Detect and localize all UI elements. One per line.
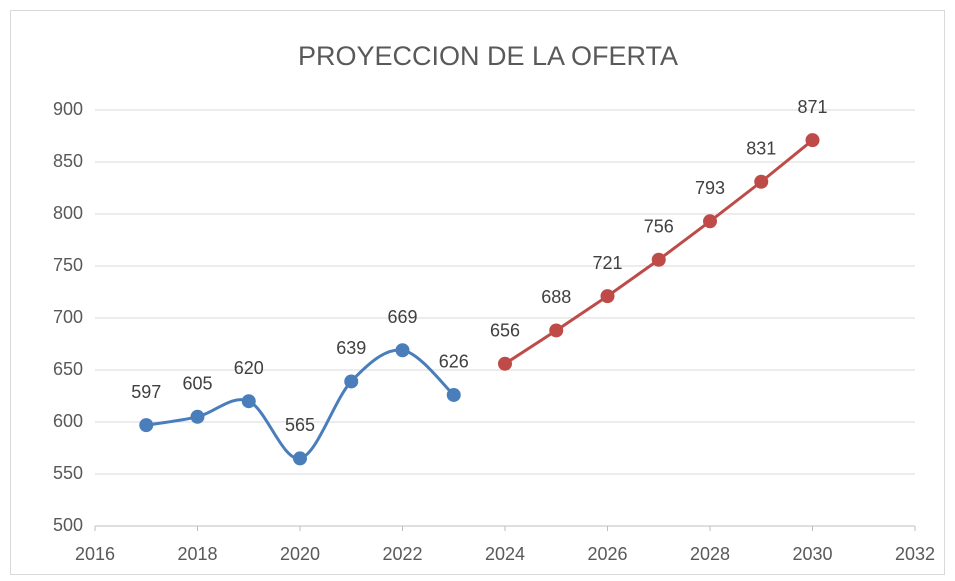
x-tick-label: 2030 (792, 544, 832, 564)
data-label: 656 (490, 321, 520, 341)
y-tick-label: 700 (53, 307, 83, 327)
y-tick-label: 600 (53, 411, 83, 431)
x-tick-label: 2018 (177, 544, 217, 564)
data-point (805, 133, 820, 148)
data-label: 793 (695, 178, 725, 198)
data-label: 871 (797, 97, 827, 117)
data-label: 620 (234, 358, 264, 378)
data-label: 626 (439, 352, 469, 372)
data-label: 605 (182, 374, 212, 394)
data-label: 597 (131, 382, 161, 402)
data-point (241, 394, 256, 409)
data-point (651, 252, 666, 267)
data-label: 831 (746, 139, 776, 159)
data-point (190, 409, 205, 424)
chart-title: PROYECCION DE LA OFERTA (298, 41, 678, 71)
x-tick-label: 2022 (382, 544, 422, 564)
chart-border (10, 10, 945, 575)
x-tick-label: 2026 (587, 544, 627, 564)
y-tick-label: 500 (53, 515, 83, 535)
data-point (498, 356, 512, 371)
data-label: 756 (644, 217, 674, 237)
x-tick-label: 2028 (690, 544, 730, 564)
data-point (395, 343, 410, 358)
y-tick-label: 850 (53, 151, 83, 171)
x-tick-label: 2024 (485, 544, 525, 564)
data-point (139, 418, 154, 433)
x-tick-label: 2032 (895, 544, 935, 564)
data-label: 688 (541, 287, 571, 307)
y-tick-label: 800 (53, 203, 83, 223)
data-point (549, 323, 564, 338)
data-point (344, 374, 359, 389)
y-tick-label: 550 (53, 463, 83, 483)
y-tick-label: 900 (53, 99, 83, 119)
data-label: 669 (387, 307, 417, 327)
x-tick-label: 2016 (75, 544, 115, 564)
data-point (754, 174, 769, 189)
data-point (293, 451, 307, 466)
data-label: 639 (336, 338, 366, 358)
data-point (446, 387, 461, 402)
data-point (703, 214, 717, 229)
data-label: 721 (592, 253, 622, 273)
y-tick-label: 750 (53, 255, 83, 275)
data-label: 565 (285, 415, 315, 435)
data-point (600, 289, 615, 304)
x-tick-label: 2020 (280, 544, 320, 564)
y-tick-label: 650 (53, 359, 83, 379)
